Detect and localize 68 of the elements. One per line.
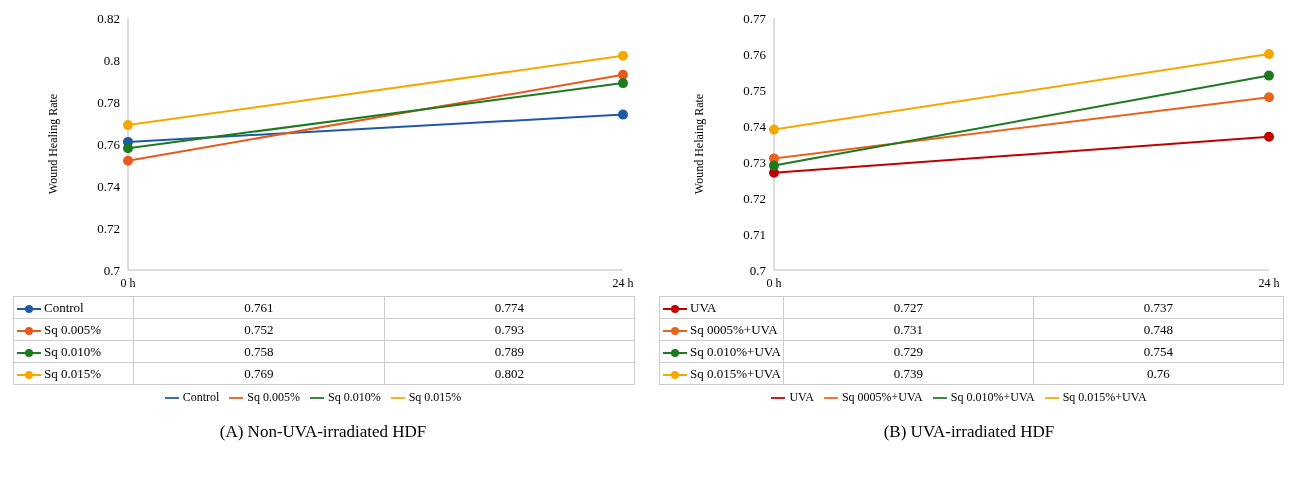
legend-label: Sq 0.010% [13,340,134,363]
point [618,78,628,89]
data-label: 0.774 [384,296,635,319]
point [1264,70,1274,81]
text: Sq 0.010% [328,390,381,404]
legend-label: Sq 0.010%+UVA [659,340,784,363]
y-tick-label: 0.7 [749,262,767,278]
y-axis-title: Wound Helaing Rate [692,93,707,195]
text: Sq 0.015%+UVA [1062,390,1147,404]
point [123,155,133,166]
y-tick-label: 0.7 [103,262,121,278]
legend-label: Control [13,296,134,319]
text: UVA [789,390,814,404]
data-label: 0.729 [783,340,1034,363]
legend-label: Sq 0.015%+UVA [659,362,784,385]
point [618,109,628,120]
data-label: 0.727 [783,296,1034,319]
point [1264,131,1274,142]
text: (A) Non-UVA-irradiated HDF [218,422,428,442]
y-tick-label: 0.78 [97,94,120,110]
point [123,143,133,154]
y-tick-label: 0.74 [743,118,767,134]
point [123,120,133,131]
data-label: 0.739 [783,362,1034,385]
y-axis-title: Wound Healing Rate [46,93,61,195]
data-label: 0.737 [1033,296,1284,319]
text: Sq 0.015% [408,390,462,404]
x-tick-label: 0 h [766,275,782,290]
data-label: 0.748 [1033,318,1284,341]
legend-label: UVA [659,296,784,319]
x-tick-label: 24 h [612,275,634,290]
y-tick-label: 0.76 [743,46,767,62]
data-label: 0.731 [783,318,1034,341]
y-tick-label: 0.8 [103,52,120,68]
data-label: 0.752 [133,318,384,341]
x-tick-label: 24 h [1258,275,1280,290]
y-tick-label: 0.76 [97,136,121,152]
point [769,124,779,135]
y-tick-label: 0.82 [97,10,120,26]
text: Sq 0.005% [247,390,300,404]
y-tick-label: 0.77 [743,10,767,26]
text: (B) UVA-irradiated HDF [882,422,1056,442]
data-label: 0.758 [133,340,384,363]
legend-label: Sq 0.015% [13,362,134,385]
legend-label: Sq 0005%+UVA [659,318,784,341]
y-tick-label: 0.72 [743,190,766,206]
y-tick-label: 0.73 [743,154,766,170]
y-tick-label: 0.72 [97,220,120,236]
data-label: 0.789 [384,340,635,363]
text: Sq 0.010%+UVA [950,390,1035,404]
text: Sq 0005%+UVA [841,390,923,404]
point [769,160,779,171]
data-label: 0.76 [1033,362,1284,385]
data-label: 0.769 [133,362,384,385]
point [618,50,628,61]
x-tick-label: 0 h [120,275,136,290]
y-tick-label: 0.75 [743,82,766,98]
data-label: 0.761 [133,296,384,319]
data-label: 0.793 [384,318,635,341]
y-tick-label: 0.74 [97,178,121,194]
text: Control [182,390,220,404]
point [1264,49,1274,59]
legend-label: Sq 0.005% [13,318,134,341]
data-label: 0.754 [1033,340,1284,363]
y-tick-label: 0.71 [743,226,766,242]
point [1264,92,1274,103]
data-label: 0.802 [384,362,635,385]
point [618,69,628,80]
